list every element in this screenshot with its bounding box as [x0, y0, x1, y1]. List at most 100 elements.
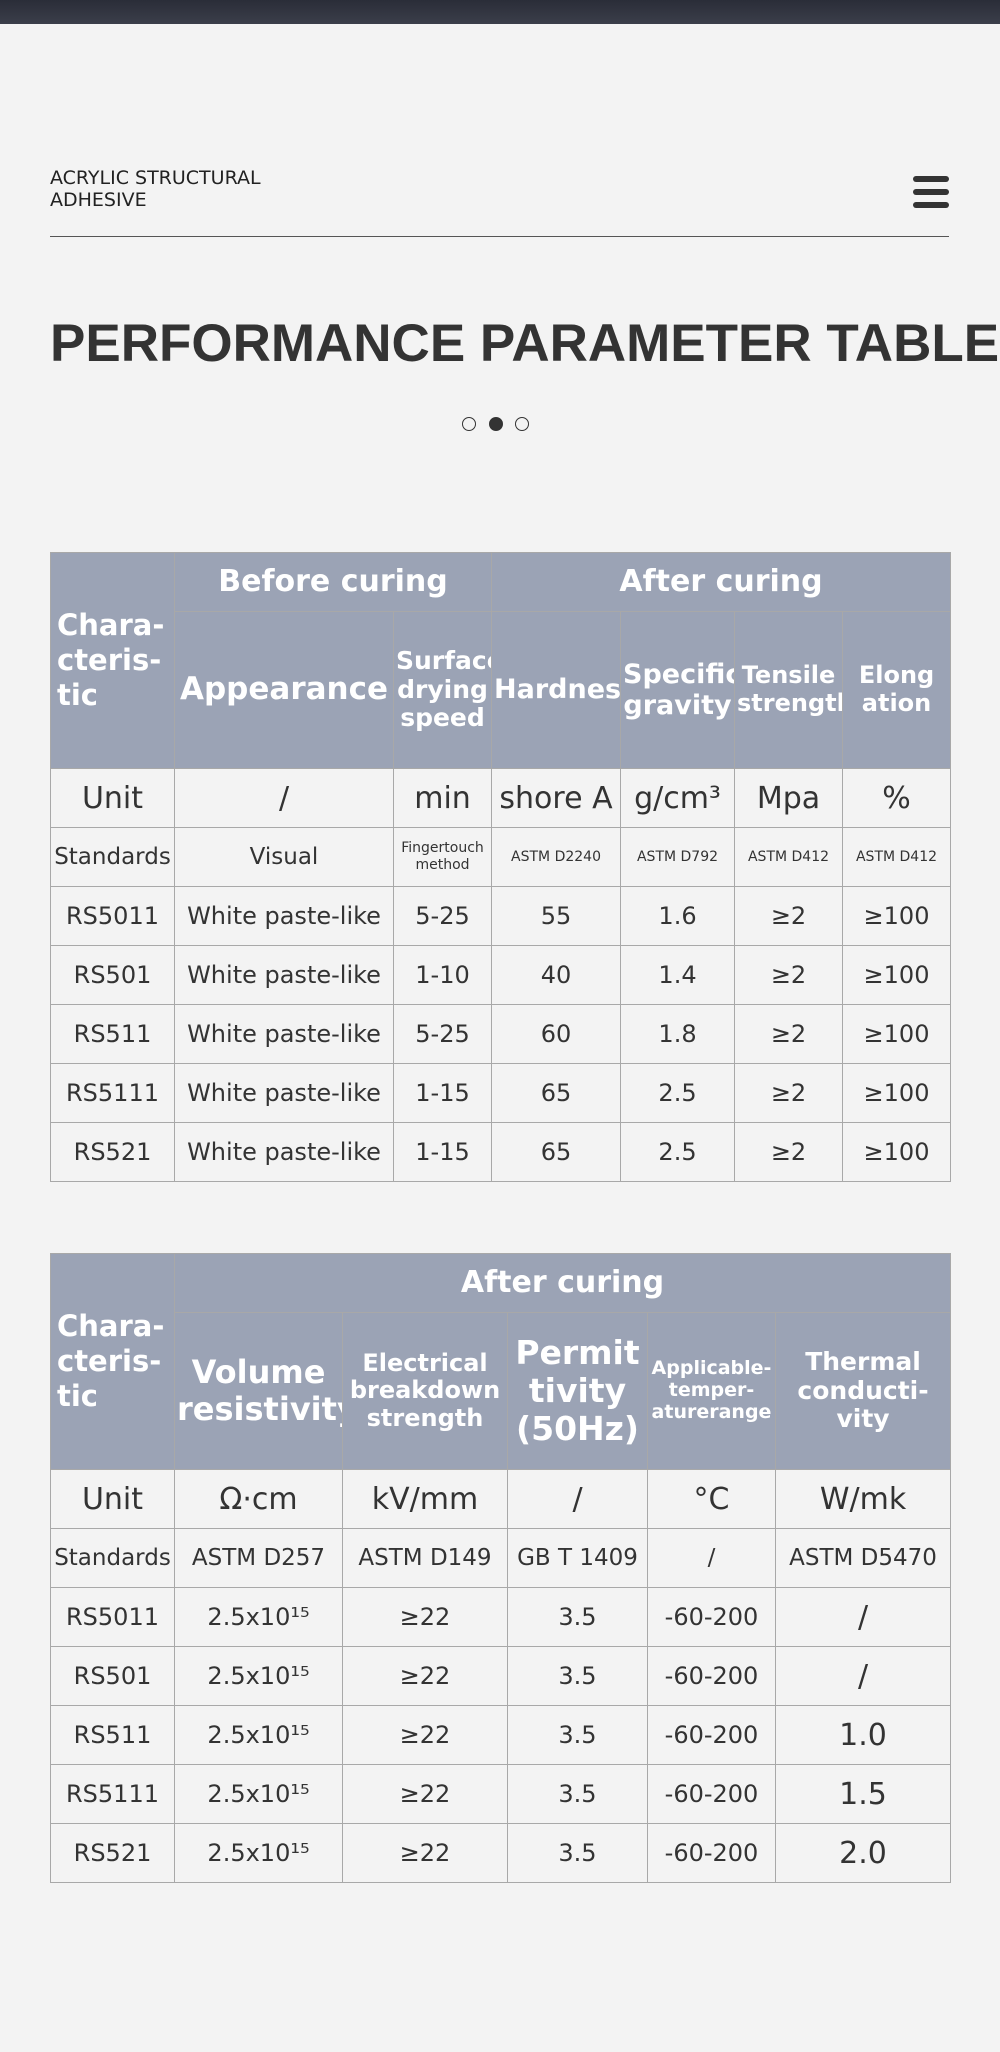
cell: -60-200	[647, 1587, 776, 1647]
standard-cell: /	[647, 1528, 776, 1588]
column-row: Volume resistivity Electrical breakdown s…	[51, 1312, 952, 1470]
cell: ≥22	[342, 1587, 508, 1647]
cell: RS511	[50, 1705, 175, 1765]
cell: 65	[491, 1122, 622, 1182]
brand[interactable]: ACRYLIC STRUCTURAL ADHESIVE	[50, 167, 261, 211]
group-row: Chara-cteris-tic After curing	[50, 1253, 952, 1470]
cell: ≥100	[842, 1122, 952, 1182]
cell: ≥2	[734, 1063, 844, 1123]
product-row: RS5111 2.5x10¹⁵ ≥22 3.5 -60-200 1.5	[50, 1764, 952, 1824]
column-header: Thermal conducti-vity	[774, 1312, 952, 1470]
cell: 5-25	[392, 1004, 493, 1064]
cell: /	[774, 1646, 952, 1706]
column-header: Electrical breakdown strength	[342, 1312, 508, 1470]
cell: 1.0	[774, 1705, 952, 1765]
cell: ≥2	[734, 886, 844, 946]
unit-cell: /	[174, 768, 394, 828]
cell: ≥100	[842, 1063, 952, 1123]
group-header: Before curing	[173, 552, 493, 612]
standard-cell: ASTM D792	[620, 827, 736, 887]
dot[interactable]	[515, 417, 529, 431]
cell: ≥22	[342, 1705, 508, 1765]
cell: White paste-like	[174, 945, 394, 1005]
group-header: After curing	[173, 1253, 952, 1313]
unit-cell: °C	[647, 1469, 776, 1529]
cell: RS5111	[50, 1063, 175, 1123]
product-row: RS511 2.5x10¹⁵ ≥22 3.5 -60-200 1.0	[50, 1705, 952, 1765]
cell: 1-10	[392, 945, 493, 1005]
column-header: Specific gravity	[620, 611, 736, 769]
cell: 2.5x10¹⁵	[174, 1823, 343, 1883]
cell: White paste-like	[174, 1063, 394, 1123]
cell: 1-15	[392, 1063, 493, 1123]
cell: 60	[491, 1004, 622, 1064]
cell: 2.5x10¹⁵	[174, 1705, 343, 1765]
product-row: RS511 White paste-like 5-25 60 1.8 ≥2 ≥100	[50, 1004, 952, 1064]
cell: RS5111	[50, 1764, 175, 1824]
standard-cell: Visual	[174, 827, 394, 887]
cell: /	[774, 1587, 952, 1647]
cell: RS511	[50, 1004, 175, 1064]
characteristic-header: Chara-cteris-tic	[50, 552, 175, 769]
standard-cell: ASTM D2240	[491, 827, 622, 887]
cell: 5-25	[392, 886, 493, 946]
cell: 3.5	[507, 1823, 648, 1883]
cell: 55	[491, 886, 622, 946]
cell: ≥22	[342, 1764, 508, 1824]
product-row: RS521 White paste-like 1-15 65 2.5 ≥2 ≥100	[50, 1122, 952, 1182]
cell: ≥100	[842, 1004, 952, 1064]
cell: 2.5	[620, 1063, 736, 1123]
standards-row: Standards Visual Fingertouch method ASTM D2…	[50, 827, 952, 887]
unit-cell: /	[507, 1469, 648, 1529]
standards-row: Standards ASTM D257 ASTM D149 GB T 1409/AST…	[50, 1528, 952, 1588]
cell: 2.0	[774, 1823, 952, 1883]
cell: White paste-like	[174, 1004, 394, 1064]
cell: ≥22	[342, 1646, 508, 1706]
unit-cell: Mpa	[734, 768, 844, 828]
product-row: RS5111 White paste-like 1-15 65 2.5 ≥2 ≥100	[50, 1063, 952, 1123]
cell: RS5011	[50, 886, 175, 946]
cell: ≥22	[342, 1823, 508, 1883]
unit-cell: %	[842, 768, 952, 828]
menu-button[interactable]	[913, 176, 949, 210]
standard-cell: Fingertouch method	[392, 827, 493, 887]
column-header: Volume resistivity	[174, 1312, 343, 1470]
column-row: AppearanceSurface drying speedHardnessSp…	[51, 611, 952, 769]
cell: -60-200	[647, 1705, 776, 1765]
standard-cell: ASTM D257	[174, 1528, 343, 1588]
cell: ≥100	[842, 886, 952, 946]
standard-cell: ASTM D149	[342, 1528, 508, 1588]
cell: RS521	[50, 1122, 175, 1182]
cell: RS501	[50, 1646, 175, 1706]
cell: White paste-like	[174, 1122, 394, 1182]
dot[interactable]	[462, 417, 476, 431]
cell: 65	[491, 1063, 622, 1123]
cell: -60-200	[647, 1646, 776, 1706]
cell: 2.5x10¹⁵	[174, 1587, 343, 1647]
product-row: RS5011 2.5x10¹⁵ ≥22 3.5 -60-200/	[50, 1587, 952, 1647]
cell: -60-200	[647, 1764, 776, 1824]
parameter-table: Chara-cteris-tic Before curing After curin…	[50, 552, 952, 1182]
cell: RS5011	[50, 1587, 175, 1647]
dot[interactable]	[489, 417, 503, 431]
cell: 2.5x10¹⁵	[174, 1764, 343, 1824]
unit-cell: kV/mm	[342, 1469, 508, 1529]
divider	[50, 236, 949, 237]
cell: 1-15	[392, 1122, 493, 1182]
unit-cell: shore A	[491, 768, 622, 828]
cell: 3.5	[507, 1705, 648, 1765]
standard-cell: ASTM D412	[842, 827, 952, 887]
cell: 40	[491, 945, 622, 1005]
cell: 1.5	[774, 1764, 952, 1824]
unit-cell: Unit	[50, 1469, 175, 1529]
cell: ≥2	[734, 1004, 844, 1064]
group-header: After curing	[491, 552, 952, 612]
cell: 1.6	[620, 886, 736, 946]
group-row: Chara-cteris-tic Before curing After curin…	[50, 552, 952, 769]
cell: 3.5	[507, 1587, 648, 1647]
cell: 3.5	[507, 1646, 648, 1706]
page-title: PERFORMANCE PARAMETER TABLE	[50, 314, 1000, 373]
cell: RS521	[50, 1823, 175, 1883]
